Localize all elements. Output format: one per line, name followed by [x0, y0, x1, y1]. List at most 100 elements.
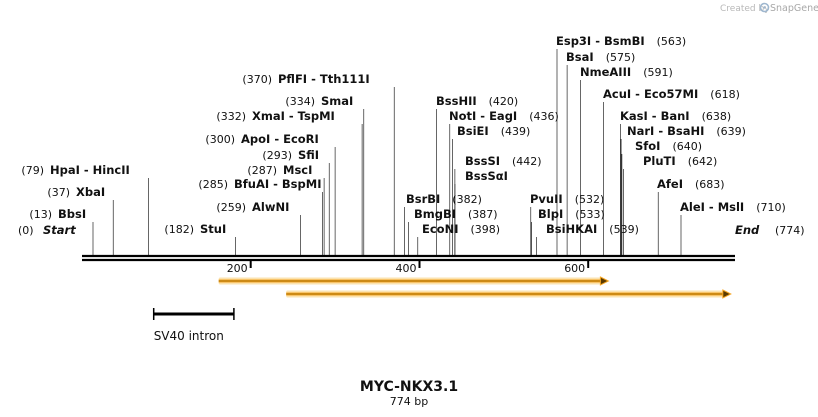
arrow-head [599, 276, 610, 286]
enzyme-esp3i-bsmbi[interactable]: Esp3I - BsmBI (563) [556, 34, 686, 48]
enzyme-position: (539) [609, 223, 639, 236]
enzyme-pflfi-tth111i[interactable]: PflFI - Tth111I (370) [242, 72, 369, 86]
enzyme-name: BssHII [436, 94, 477, 108]
enzyme-kasi-bani[interactable]: KasI - BanI (638) [620, 109, 731, 123]
enzyme-bsihkai[interactable]: BsiHKAI (539) [546, 222, 639, 236]
enzyme-position: (642) [688, 155, 718, 168]
end-position: (774) [775, 224, 805, 237]
enzyme-position: (420) [489, 95, 519, 108]
enzyme-name: NotI - EagI [449, 109, 517, 123]
enzyme-alwni[interactable]: AlwNI (259) [216, 200, 289, 214]
tick-label-600: 600 [564, 262, 585, 275]
orf-arrow-1[interactable] [218, 276, 610, 286]
enzyme-name: XbaI [76, 185, 105, 199]
enzyme-position: (398) [471, 223, 501, 236]
enzyme-alei-msli[interactable]: AleI - MslI (710) [680, 200, 786, 214]
enzyme-position: (442) [512, 155, 542, 168]
snapgene-swirl-icon [759, 2, 770, 13]
enzyme-bmgbi[interactable]: BmgBI (387) [414, 207, 498, 221]
branding: Created by SnapGene [720, 2, 818, 14]
enzyme-position: (638) [702, 110, 732, 123]
enzyme-sfoi[interactable]: SfoI (640) [635, 139, 702, 153]
enzyme-bbsi[interactable]: BbsI (13) [29, 207, 86, 221]
enzyme-name: PluTI [643, 154, 676, 168]
enzyme-name: AlwNI [252, 200, 289, 214]
enzyme-position: (293) [262, 149, 292, 162]
enzyme-position: (683) [695, 178, 725, 191]
enzyme-apoi-ecori[interactable]: ApoI - EcoRI (300) [205, 132, 318, 146]
enzyme-name: BssSI [465, 154, 500, 168]
enzyme-position: (532) [575, 193, 605, 206]
enzyme-xmai-tspmi[interactable]: XmaI - TspMI (332) [216, 109, 334, 123]
enzyme-blpi[interactable]: BlpI (533) [538, 207, 605, 221]
enzyme-nmeaiii[interactable]: NmeAIII (591) [580, 65, 673, 79]
enzyme-pluti[interactable]: PluTI (642) [643, 154, 717, 168]
enzyme-position: (13) [29, 208, 52, 221]
enzyme-position: (618) [710, 88, 740, 101]
enzyme-hpai-hincii[interactable]: HpaI - HincII (79) [21, 163, 129, 177]
enzyme-site-lines [92, 49, 682, 255]
orf-arrow-2[interactable] [286, 289, 732, 299]
enzyme-name: NmeAIII [580, 65, 631, 79]
end-marker: End (774) [735, 223, 805, 237]
enzyme-labels: BbsI (13) XbaI (37) HpaI - HincII (79) StuI (18… [21, 34, 785, 236]
enzyme-name: MscI [283, 163, 312, 177]
enzyme-afei[interactable]: AfeI (683) [657, 177, 725, 191]
enzyme-bsssi[interactable]: BssSI (442) [465, 154, 542, 168]
ruler-ticks: 200 400 600 [227, 260, 590, 275]
enzyme-position: (639) [716, 125, 746, 138]
enzyme-stui[interactable]: StuI (182) [164, 222, 226, 236]
enzyme-name: ApoI - EcoRI [241, 132, 319, 146]
enzyme-position: (334) [285, 95, 315, 108]
enzyme-name: SmaI [321, 94, 353, 108]
enzyme-name: BmgBI [414, 207, 456, 221]
snapgene-brand-name: SnapGene [770, 3, 818, 14]
enzyme-position: (370) [242, 73, 272, 86]
end-label: End [735, 223, 760, 237]
sequence-backbone [82, 254, 735, 262]
enzyme-name: NarI - BsaHI [627, 124, 704, 138]
enzyme-econi[interactable]: EcoNI (398) [422, 222, 500, 236]
enzyme-name: BsrBI [406, 192, 440, 206]
sv40-intron[interactable]: SV40 intron [152, 308, 235, 343]
enzyme-name: AcuI - Eco57MI [603, 87, 698, 101]
enzyme-name: AfeI [657, 177, 683, 191]
tick-label-200: 200 [227, 262, 248, 275]
enzyme-bsss-i[interactable]: BssSαI [465, 169, 508, 183]
enzyme-name: PvuII [530, 192, 563, 206]
enzyme-nari-bsahi[interactable]: NarI - BsaHI (639) [627, 124, 746, 138]
enzyme-name: AleI - MslI [680, 200, 744, 214]
features: SV40 intron [152, 276, 732, 343]
enzyme-pvuii[interactable]: PvuII (532) [530, 192, 604, 206]
enzyme-sfii[interactable]: SfiI (293) [262, 148, 319, 162]
enzyme-name: BfuAI - BspMI [234, 177, 321, 191]
enzyme-position: (563) [657, 35, 687, 48]
enzyme-name: KasI - BanI [620, 109, 690, 123]
enzyme-position: (436) [529, 110, 559, 123]
enzyme-bsrbi[interactable]: BsrBI (382) [406, 192, 482, 206]
enzyme-name: EcoNI [422, 222, 458, 236]
enzyme-position: (533) [575, 208, 605, 221]
enzyme-name: SfoI [635, 139, 660, 153]
arrow-head [722, 289, 732, 299]
enzyme-position: (259) [216, 201, 246, 214]
enzyme-name: BlpI [538, 207, 563, 221]
enzyme-position: (439) [501, 125, 531, 138]
enzyme-name: BbsI [58, 207, 86, 221]
enzyme-name: BssSαI [465, 169, 508, 183]
enzyme-msci[interactable]: MscI (287) [247, 163, 312, 177]
enzyme-position: (332) [216, 110, 246, 123]
enzyme-acui-eco57mi[interactable]: AcuI - Eco57MI (618) [603, 87, 740, 101]
enzyme-xbai[interactable]: XbaI (37) [47, 185, 105, 199]
enzyme-bsai[interactable]: BsaI (575) [566, 50, 635, 64]
enzyme-position: (575) [606, 51, 636, 64]
enzyme-position: (382) [452, 193, 482, 206]
enzyme-name: StuI [200, 222, 226, 236]
enzyme-position: (591) [643, 66, 673, 79]
enzyme-bsshii[interactable]: BssHII (420) [436, 94, 518, 108]
enzyme-bfuai-bspmi[interactable]: BfuAI - BspMI (285) [198, 177, 321, 191]
enzyme-smai[interactable]: SmaI (334) [285, 94, 353, 108]
enzyme-bsiei[interactable]: BsiEI (439) [457, 124, 530, 138]
enzyme-noti-eagi[interactable]: NotI - EagI (436) [449, 109, 559, 123]
